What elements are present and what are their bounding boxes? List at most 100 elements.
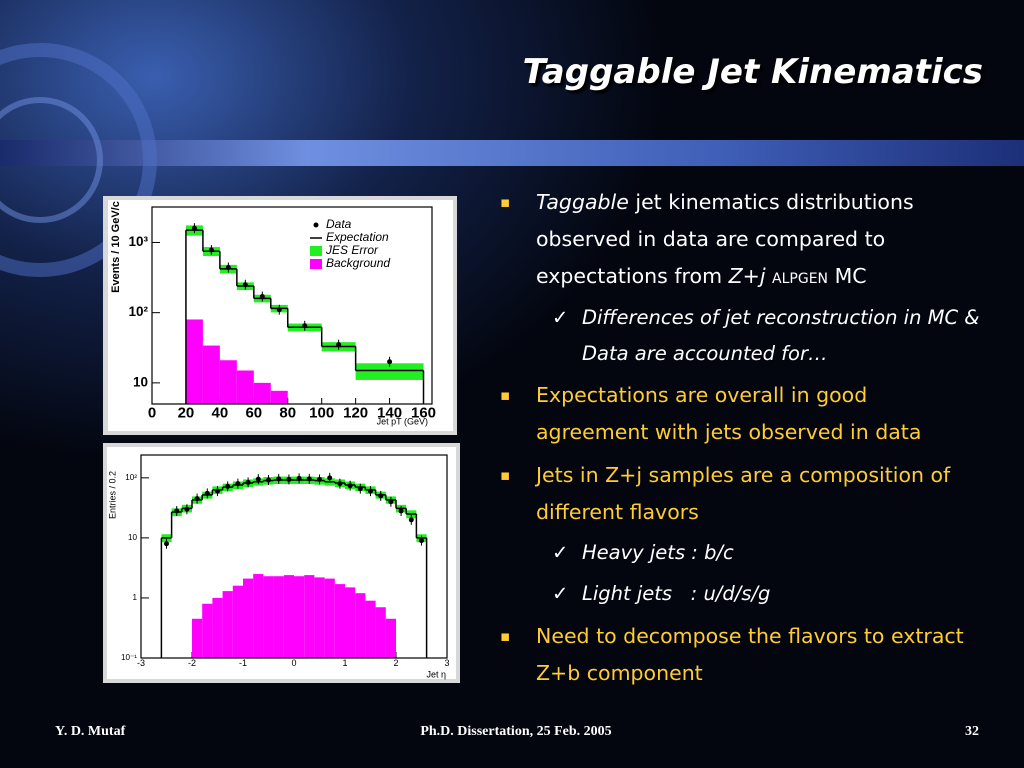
x-tick-label: 160 bbox=[411, 405, 436, 422]
data-point bbox=[276, 476, 282, 482]
data-point bbox=[194, 496, 200, 502]
legend-symbol bbox=[310, 246, 322, 256]
x-tick-label: -3 bbox=[137, 658, 145, 668]
bullet-text: Expectations are overall in good agreeme… bbox=[536, 383, 922, 444]
legend-label: Data bbox=[326, 217, 352, 231]
bullet-text: jet kinematics distributions observed in… bbox=[536, 190, 914, 288]
x-tick-label: 140 bbox=[377, 405, 402, 422]
background-bar bbox=[355, 593, 366, 658]
sub-bullet: ✓ Heavy jets : b/c bbox=[552, 535, 982, 571]
background-bar bbox=[314, 577, 325, 658]
y-tick-label: 10² bbox=[128, 304, 148, 319]
bullet-text: Need to decompose the flavors to extract… bbox=[536, 624, 964, 685]
data-point bbox=[368, 488, 373, 494]
background-bar bbox=[304, 575, 315, 658]
background-bar bbox=[185, 319, 203, 404]
background-bar bbox=[212, 597, 223, 658]
legend-label: JES Error bbox=[325, 243, 379, 257]
data-point bbox=[245, 479, 251, 485]
check-marker: ✓ bbox=[552, 306, 569, 329]
data-point bbox=[286, 476, 292, 482]
background-bar bbox=[232, 585, 243, 658]
background-bar bbox=[253, 574, 264, 658]
data-point bbox=[337, 481, 343, 487]
data-point bbox=[242, 282, 248, 288]
x-tick-label: 3 bbox=[444, 658, 449, 668]
data-point bbox=[327, 475, 333, 481]
data-point bbox=[347, 483, 353, 489]
footer-author: Y. D. Mutaf bbox=[55, 724, 126, 739]
x-tick-label: 2 bbox=[393, 658, 398, 668]
data-point bbox=[388, 499, 394, 505]
data-point bbox=[208, 247, 214, 253]
data-point bbox=[317, 476, 322, 482]
sub-bullet: ✓ Differences of jet reconstruction in MC… bbox=[552, 300, 982, 372]
check-marker: ✓ bbox=[552, 582, 569, 605]
background-bar bbox=[253, 382, 271, 404]
bullet: ▪ Expectations are overall in good agreem… bbox=[500, 377, 976, 451]
y-tick-label: 10 bbox=[133, 374, 148, 389]
background-bar bbox=[294, 576, 305, 658]
x-tick-label: 120 bbox=[343, 405, 368, 422]
data-point bbox=[302, 323, 308, 329]
data-point bbox=[235, 481, 241, 487]
footer-page: 32 bbox=[965, 724, 979, 739]
legend-symbol bbox=[310, 259, 322, 269]
x-tick-label: -1 bbox=[239, 658, 247, 668]
x-tick-label: 80 bbox=[279, 405, 296, 422]
x-tick-label: -2 bbox=[188, 658, 196, 668]
bullet-marker: ▪ bbox=[500, 627, 511, 645]
bullet: ▪ Need to decompose the flavors to extrac… bbox=[500, 618, 976, 692]
x-tick-label: 20 bbox=[178, 405, 195, 422]
slide-title: Taggable Jet Kinematics bbox=[522, 52, 983, 92]
data-point bbox=[387, 359, 393, 365]
y-tick-label: 10⁻¹ bbox=[121, 653, 137, 662]
bullet-text: Z+j bbox=[728, 264, 766, 288]
bullet-marker: ▪ bbox=[500, 386, 511, 404]
data-point bbox=[191, 225, 197, 231]
background-bar bbox=[334, 584, 345, 658]
background-bar bbox=[283, 575, 294, 658]
y-axis-label: Entries / 0.2 bbox=[107, 471, 117, 519]
sub-bullet-text: Differences of jet reconstruction in MC … bbox=[582, 306, 986, 365]
legend-label: Expectation bbox=[326, 230, 389, 244]
y-tick-label: 10² bbox=[125, 473, 137, 482]
background-bar bbox=[273, 576, 284, 658]
data-point bbox=[336, 342, 342, 348]
x-tick-label: 100 bbox=[309, 405, 334, 422]
y-tick-label: 10 bbox=[128, 533, 138, 542]
bullet-marker: ▪ bbox=[500, 193, 511, 211]
data-point bbox=[164, 541, 169, 547]
bullet: ▪ Taggable jet kinematics distributions o… bbox=[500, 184, 976, 298]
x-axis-label: Jet η bbox=[426, 669, 446, 679]
background-bar bbox=[345, 587, 356, 658]
data-point bbox=[296, 475, 302, 481]
background-bar bbox=[365, 600, 376, 658]
background-bar bbox=[219, 360, 237, 404]
background-bar bbox=[324, 578, 335, 658]
y-tick-label: 1 bbox=[132, 593, 137, 602]
bullet-text: Jets in Z+j samples are a composition of… bbox=[536, 463, 951, 524]
background-bar bbox=[236, 370, 254, 404]
x-tick-label: 60 bbox=[245, 405, 262, 422]
x-tick-label: 0 bbox=[291, 658, 296, 668]
background-bar bbox=[270, 390, 288, 404]
footer-event: Ph.D. Dissertation, 25 Feb. 2005 bbox=[420, 724, 612, 739]
legend-symbol bbox=[313, 222, 319, 228]
x-axis-label: Jet pT (GeV) bbox=[377, 416, 428, 426]
bullet-text: ALPGEN bbox=[772, 271, 829, 287]
data-point bbox=[174, 508, 180, 514]
background-bar bbox=[192, 618, 203, 658]
data-point bbox=[266, 477, 271, 483]
bullet-marker: ▪ bbox=[500, 466, 511, 484]
data-point bbox=[276, 307, 282, 313]
data-point bbox=[225, 483, 231, 489]
data-point bbox=[225, 264, 231, 270]
sub-bullet-text: Heavy jets : b/c bbox=[582, 541, 734, 564]
x-tick-label: 1 bbox=[342, 658, 347, 668]
data-point bbox=[398, 508, 404, 514]
y-tick-label: 10³ bbox=[128, 234, 148, 249]
bullet: ▪ Jets in Z+j samples are a composition o… bbox=[500, 457, 976, 531]
